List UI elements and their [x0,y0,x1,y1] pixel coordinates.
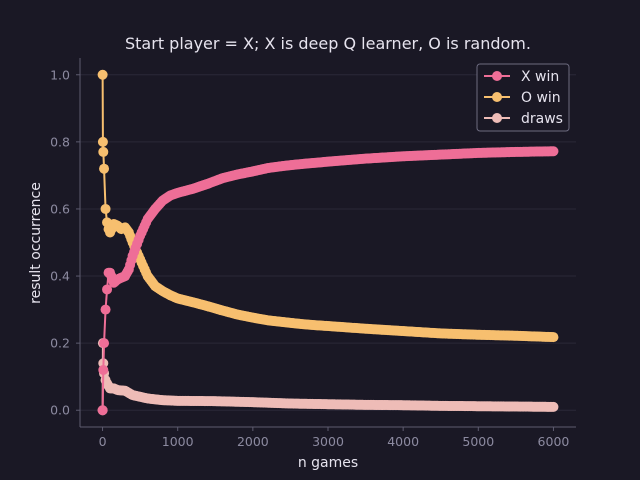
x-tick-label: 4000 [387,434,419,449]
data-point-x-win [100,304,111,315]
x-tick-label: 3000 [312,434,344,449]
legend-marker-draws [492,113,502,123]
x-tick-label: 1000 [162,434,194,449]
plot-area [97,69,559,416]
data-point-x-win [548,146,559,157]
data-point-x-win [98,364,109,375]
series-draws [97,338,559,416]
data-point-o-win [98,146,109,157]
series-x-win [97,146,559,416]
y-tick-label: 0.6 [50,201,70,216]
data-point-draws [548,401,559,412]
y-tick-label: 1.0 [50,67,70,82]
x-axis-label: n games [298,455,358,471]
data-point-x-win [97,405,108,416]
y-tick-label: 0.8 [50,134,70,149]
data-point-o-win [548,332,559,343]
legend-entry-o-win: O win [484,90,561,106]
legend-entry-draws: draws [484,111,563,127]
legend-label-draws: draws [521,111,563,127]
y-axis-label: result occurrence [28,182,44,304]
legend-label-x-win: X win [521,69,559,85]
legend-marker-o-win [492,92,502,102]
data-point-o-win [99,163,110,174]
x-tick-label: 0 [99,434,107,449]
chart-title: Start player = X; X is deep Q learner, O… [125,34,531,53]
data-point-x-win [102,284,113,295]
data-point-x-win [99,338,110,349]
legend-entry-x-win: X win [484,69,559,85]
data-point-o-win [100,203,111,214]
y-tick-label: 0.0 [50,403,70,418]
legend-label-o-win: O win [521,90,561,106]
x-tick-label: 6000 [538,434,570,449]
legend-marker-x-win [492,71,502,81]
legend: X win O win draws [476,63,570,132]
x-tick-label: 2000 [237,434,269,449]
y-tick-label: 0.4 [50,269,70,284]
data-point-o-win [97,69,108,80]
x-tick-label: 5000 [462,434,494,449]
ticks: 0.0 0.2 0.4 0.6 0.8 1.0 0 1000 2000 3000 4000 5000 6… [50,67,569,449]
y-tick-label: 0.2 [50,336,70,351]
data-point-o-win [97,136,108,147]
